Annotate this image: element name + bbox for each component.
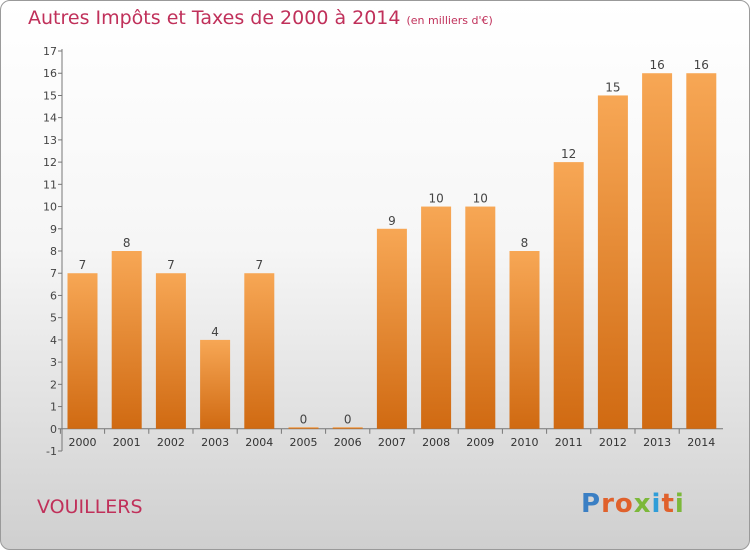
bar [332, 427, 363, 429]
y-tick-label: 15 [43, 89, 57, 102]
x-tick-label: 2010 [511, 436, 539, 449]
data-label: 12 [561, 147, 576, 161]
y-tick-label: 5 [50, 312, 57, 325]
y-tick-label: 7 [50, 267, 57, 280]
x-tick-label: 2000 [69, 436, 97, 449]
chart-title: Autres Impôts et Taxes de 2000 à 2014 (en… [28, 7, 493, 29]
logo-letter: t [661, 489, 675, 519]
bar [200, 339, 231, 429]
commune-name: VOUILLERS [37, 496, 143, 518]
x-tick-label: 2004 [245, 436, 273, 449]
bar [421, 206, 452, 429]
logo-letter: o [614, 489, 634, 519]
x-tick-label: 2001 [113, 436, 141, 449]
x-tick-label: 2007 [378, 436, 406, 449]
data-label: 0 [344, 412, 352, 426]
y-tick-label: -1 [46, 445, 57, 458]
bar [111, 251, 142, 429]
bar [244, 273, 275, 429]
y-tick-label: 4 [50, 334, 57, 347]
x-tick-label: 2006 [334, 436, 362, 449]
data-label: 16 [694, 58, 709, 72]
data-label: 10 [473, 192, 488, 206]
data-label: 4 [211, 325, 219, 339]
y-tick-label: 16 [43, 67, 57, 80]
y-tick-label: 10 [43, 201, 57, 214]
bar [686, 73, 717, 429]
data-label: 8 [521, 236, 529, 250]
data-label: 10 [428, 192, 443, 206]
chart-title-text: Autres Impôts et Taxes de 2000 à 2014 [28, 7, 401, 29]
logo-letter: i [674, 489, 685, 519]
x-tick-label: 2008 [422, 436, 450, 449]
data-label: 7 [255, 258, 263, 272]
y-tick-label: 3 [50, 356, 57, 369]
chart-unit: (en milliers d'€) [406, 14, 493, 27]
x-tick-label: 2005 [290, 436, 318, 449]
logo-letter: i [651, 489, 662, 519]
bar-series [67, 73, 717, 429]
x-tick-label: 2011 [555, 436, 583, 449]
x-tick-label: 2012 [599, 436, 627, 449]
data-labels: 7 8 7 4 7 0 0 9 10 10 8 12 15 16 16 [79, 58, 709, 426]
data-label: 15 [605, 80, 620, 94]
bar [288, 427, 319, 429]
x-tick-label: 2009 [466, 436, 494, 449]
bar [642, 73, 673, 429]
x-tick-label: 2013 [643, 436, 671, 449]
y-tick-label: 0 [50, 423, 57, 436]
x-tick-label: 2003 [201, 436, 229, 449]
bar [553, 162, 584, 429]
data-label: 0 [300, 412, 308, 426]
x-tick-label: 2002 [157, 436, 185, 449]
data-label: 16 [649, 58, 664, 72]
y-tick-label: 11 [43, 178, 57, 191]
bar [509, 251, 540, 429]
logo-letter: r [601, 489, 615, 519]
y-tick-label: 13 [43, 134, 57, 147]
y-tick-label: 2 [50, 378, 57, 391]
bar [376, 228, 407, 429]
bar [67, 273, 98, 429]
proxiti-logo: Proxiti [581, 489, 685, 519]
y-tick-label: 8 [50, 245, 57, 258]
bar [465, 206, 496, 429]
y-tick-label: 17 [43, 45, 57, 58]
y-tick-label: 12 [43, 156, 57, 169]
y-tick-label: 1 [50, 401, 57, 414]
logo-letter: P [581, 489, 602, 519]
y-tick-label: 6 [50, 289, 57, 302]
data-label: 8 [123, 236, 131, 250]
x-tick-label: 2014 [687, 436, 715, 449]
logo-letter: x [633, 489, 652, 519]
data-label: 7 [167, 258, 175, 272]
bar [597, 95, 628, 429]
bar [155, 273, 186, 429]
y-tick-label: 9 [50, 223, 57, 236]
data-label: 9 [388, 214, 396, 228]
y-tick-label: 14 [43, 112, 57, 125]
data-label: 7 [79, 258, 87, 272]
